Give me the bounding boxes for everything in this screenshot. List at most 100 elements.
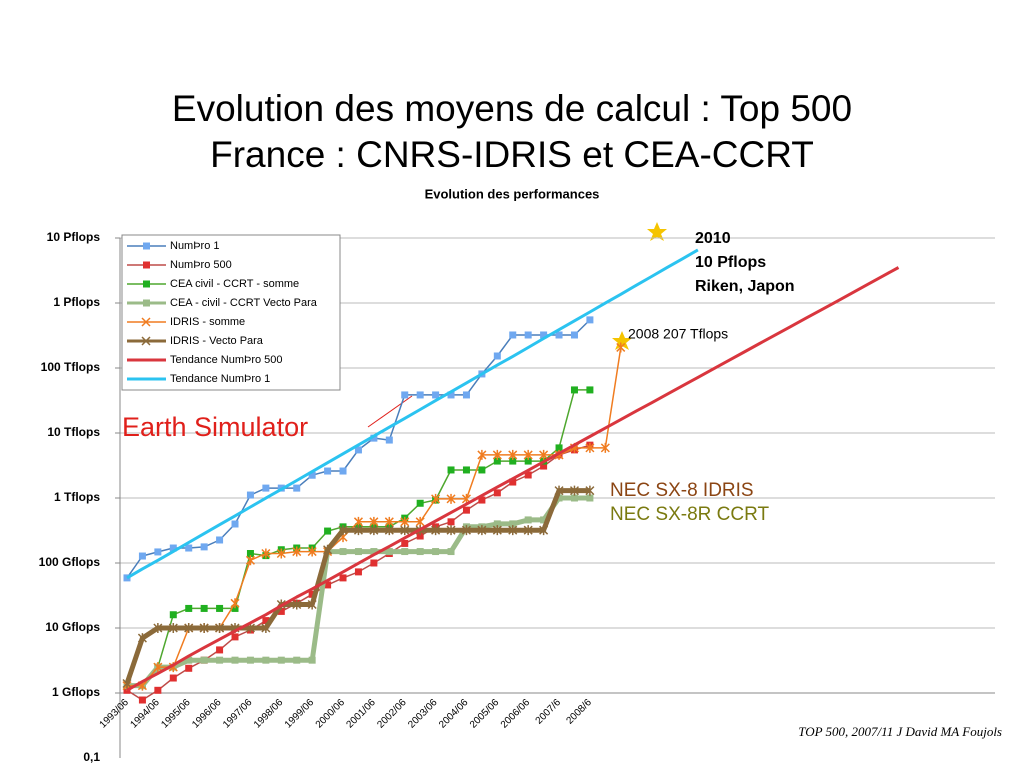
data-point bbox=[307, 599, 317, 610]
annotation: 10 Pflops bbox=[695, 254, 766, 271]
data-point bbox=[539, 449, 549, 460]
data-point bbox=[185, 656, 193, 664]
annotation: NEC SX-8 IDRIS bbox=[610, 480, 754, 501]
data-point bbox=[509, 457, 517, 465]
data-point bbox=[354, 548, 362, 556]
y-tick-label: 1 Tflops bbox=[54, 490, 100, 504]
data-point bbox=[385, 548, 393, 556]
data-point bbox=[401, 539, 409, 547]
series-line bbox=[126, 266, 900, 692]
data-point bbox=[570, 494, 578, 502]
data-point bbox=[231, 520, 239, 528]
data-point bbox=[261, 548, 271, 559]
x-tick-label: 1993/06 bbox=[98, 697, 132, 731]
data-point bbox=[292, 546, 302, 557]
data-point bbox=[493, 352, 501, 360]
legend-marker bbox=[141, 317, 151, 327]
data-point bbox=[184, 623, 194, 633]
data-point bbox=[185, 544, 193, 552]
data-point bbox=[492, 449, 502, 460]
data-point bbox=[216, 656, 224, 664]
data-point bbox=[185, 604, 193, 612]
y-tick-label: 10 Gflops bbox=[45, 620, 100, 634]
data-point bbox=[586, 386, 594, 394]
y-tick-label: 100 Gflops bbox=[39, 555, 101, 569]
data-point bbox=[416, 548, 424, 556]
data-point bbox=[338, 525, 348, 536]
y-tick-label: 100 Tflops bbox=[41, 360, 101, 374]
data-point bbox=[216, 536, 224, 544]
data-point bbox=[307, 546, 317, 557]
data-point bbox=[324, 581, 332, 589]
data-point bbox=[416, 391, 424, 399]
data-point bbox=[138, 696, 146, 704]
annotation: Riken, Japon bbox=[695, 278, 795, 295]
data-point bbox=[508, 449, 518, 460]
data-point bbox=[277, 607, 285, 615]
data-point bbox=[370, 434, 378, 442]
data-point bbox=[569, 485, 580, 496]
data-point bbox=[137, 633, 147, 644]
data-point bbox=[540, 516, 548, 524]
data-point bbox=[585, 485, 595, 496]
data-point bbox=[432, 391, 440, 399]
x-tick-label: 2001/06 bbox=[345, 697, 379, 731]
annotation: Earth Simulator bbox=[122, 412, 308, 442]
legend-label: IDRIS - Vecto Para bbox=[170, 335, 264, 347]
data-point bbox=[169, 611, 177, 619]
annotation: NEC SX-8R CCRT bbox=[610, 504, 769, 525]
star bbox=[647, 222, 667, 241]
data-point bbox=[200, 543, 208, 551]
legend-marker bbox=[143, 261, 150, 269]
legend-marker bbox=[143, 299, 150, 307]
data-point bbox=[523, 449, 533, 460]
star bbox=[612, 331, 632, 350]
data-point bbox=[384, 525, 394, 536]
data-point bbox=[431, 493, 441, 504]
data-point bbox=[446, 525, 456, 536]
data-point bbox=[353, 525, 363, 536]
legend: NumÞro 1 NumÞro 500 CEA civil - CCRT - som… bbox=[121, 234, 341, 391]
annotation: 2008 207 Tflops bbox=[628, 326, 728, 342]
data-point bbox=[447, 548, 455, 556]
data-point bbox=[401, 548, 409, 556]
data-point bbox=[461, 525, 471, 536]
data-point bbox=[261, 623, 271, 633]
data-point bbox=[447, 466, 455, 474]
data-point bbox=[245, 555, 255, 566]
data-point bbox=[246, 491, 254, 499]
y-tick-label: 0,1 bbox=[83, 750, 100, 764]
data-point bbox=[168, 623, 178, 633]
data-point bbox=[524, 457, 532, 465]
data-point bbox=[508, 525, 518, 536]
legend-label: IDRIS - somme bbox=[170, 316, 245, 328]
legend-label: NumÞro 500 bbox=[170, 259, 232, 271]
data-point bbox=[416, 532, 424, 540]
data-point bbox=[153, 623, 163, 633]
y-tick-label: 10 Tflops bbox=[47, 425, 100, 439]
data-point bbox=[308, 590, 316, 598]
data-point bbox=[216, 646, 224, 654]
x-tick-label: 1996/06 bbox=[190, 697, 224, 731]
data-point bbox=[293, 484, 301, 492]
data-point bbox=[369, 516, 379, 527]
annotations: 2010 10 Pflops Riken, Japon 2008 207 Tflops… bbox=[122, 230, 795, 525]
legend-marker bbox=[141, 336, 151, 346]
y-tick-label: 1 Gflops bbox=[52, 685, 100, 699]
data-point bbox=[540, 462, 548, 470]
data-point bbox=[262, 656, 270, 664]
data-point bbox=[216, 604, 224, 612]
data-point bbox=[246, 656, 254, 664]
y-tick-label: 10 Pflops bbox=[47, 230, 101, 244]
data-point bbox=[276, 548, 286, 559]
x-tick-label: 2002/06 bbox=[375, 697, 409, 731]
data-point bbox=[154, 548, 162, 556]
data-point bbox=[370, 559, 378, 567]
x-tick-label: 2005/06 bbox=[468, 697, 502, 731]
data-point bbox=[509, 520, 517, 528]
data-point bbox=[539, 525, 549, 536]
data-point bbox=[400, 516, 410, 527]
data-point bbox=[370, 548, 378, 556]
data-point bbox=[416, 499, 424, 507]
